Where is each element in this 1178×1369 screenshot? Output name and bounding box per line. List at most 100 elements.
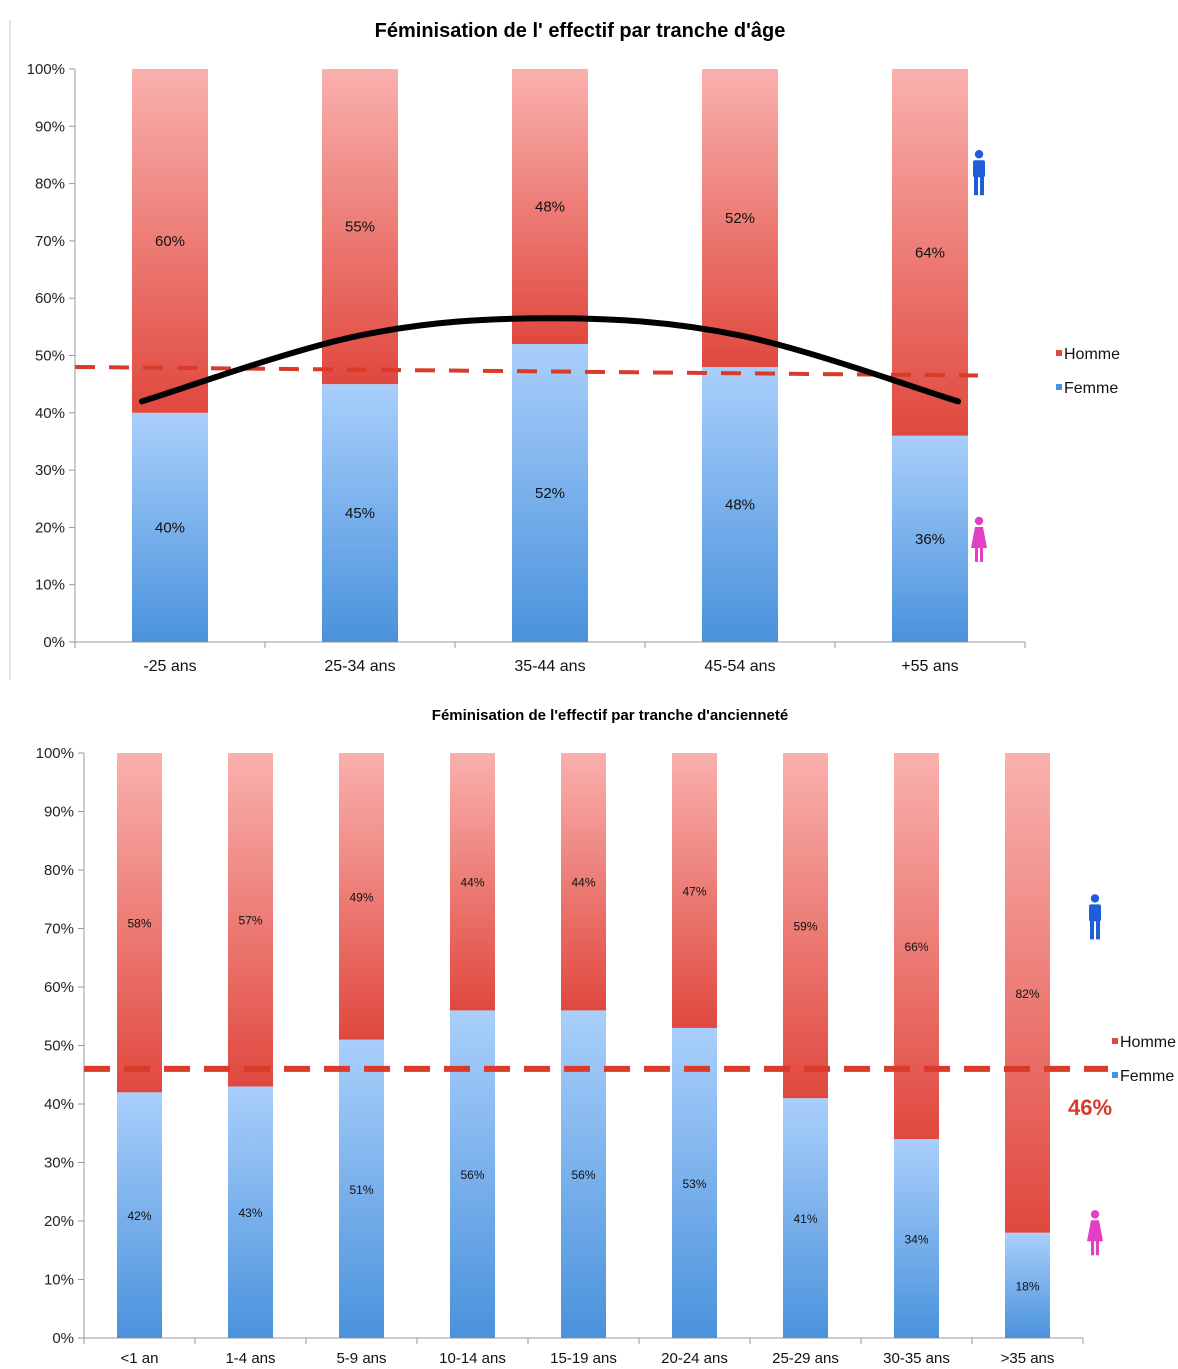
bar-femme [894, 1139, 939, 1338]
y-tick-label: 60% [35, 290, 65, 307]
y-tick-label: 50% [35, 348, 65, 365]
bar-homme [450, 753, 495, 1011]
bar-femme [339, 1039, 384, 1338]
bar-femme [561, 1010, 606, 1338]
legend-homme-swatch [1056, 350, 1062, 356]
bar-homme [672, 753, 717, 1028]
bar-homme [228, 753, 273, 1087]
y-tick-label: 90% [44, 804, 74, 821]
bar-femme [672, 1027, 717, 1338]
x-category-label: 45-54 ans [704, 658, 775, 675]
data-label-homme: 47% [682, 884, 706, 898]
y-tick-label: 20% [35, 519, 65, 536]
y-tick-label: 70% [35, 233, 65, 250]
data-label-femme: 53% [682, 1177, 706, 1191]
legend-homme: Homme [1056, 346, 1120, 363]
y-tick-label: 30% [44, 1155, 74, 1172]
man-icon-leg-left [974, 175, 978, 196]
x-category-label: +55 ans [901, 658, 958, 675]
woman-icon-dress [1087, 1220, 1103, 1242]
woman-icon-dress [971, 526, 987, 548]
data-label-femme: 18% [1015, 1279, 1039, 1293]
bar-homme [117, 753, 162, 1093]
y-tick-label: 70% [44, 921, 74, 938]
age-chart-title: Féminisation de l' effectif par tranche … [375, 20, 786, 42]
x-category-label: 15-19 ans [550, 1350, 617, 1367]
data-label-femme: 40% [155, 519, 185, 536]
x-category-label: 30-35 ans [883, 1350, 950, 1367]
seniority-chart-overlay: 46% [84, 1065, 1112, 1120]
seniority-chart-title: Féminisation de l'effectif par tranche d… [432, 707, 788, 724]
y-tick-label: 20% [44, 1213, 74, 1230]
man-icon-head [974, 150, 984, 159]
data-label-femme: 34% [904, 1233, 928, 1247]
bar-femme [1005, 1232, 1050, 1338]
bar-homme [132, 69, 208, 413]
y-tick-label: 10% [35, 577, 65, 594]
bar-femme [512, 344, 588, 642]
data-label-homme: 82% [1015, 987, 1039, 1001]
woman-icon [1087, 1210, 1103, 1256]
data-label-homme: 59% [793, 920, 817, 934]
seniority-chart-axes: 0% 10% 20% 30% 40% 50% 60% 70% 80% 90% 100% <1 an 1-… [36, 745, 1084, 1367]
data-label-homme: 64% [915, 244, 945, 261]
data-label-femme: 56% [460, 1168, 484, 1182]
bar-femme [450, 1010, 495, 1338]
bar-femme [783, 1098, 828, 1338]
bar-femme [132, 412, 208, 642]
y-tick-label: 50% [44, 1038, 74, 1055]
data-label-homme: 66% [904, 940, 928, 954]
data-label-femme: 48% [725, 496, 755, 513]
bar-homme [702, 69, 778, 367]
seniority-chart-legend: Homme Femme [1112, 1034, 1176, 1085]
data-label-homme: 57% [238, 914, 262, 928]
woman-icon [971, 516, 987, 562]
y-tick-label: 0% [52, 1330, 74, 1347]
bar-homme [339, 753, 384, 1040]
y-tick-label: 60% [44, 979, 74, 996]
legend-femme-swatch [1056, 384, 1062, 390]
data-label-homme: 58% [127, 917, 151, 931]
age-chart-icons [971, 150, 987, 562]
man-icon-leg-right [980, 175, 984, 196]
data-label-homme: 44% [571, 876, 595, 890]
y-tick-label: 40% [35, 405, 65, 422]
data-label-homme: 49% [349, 890, 373, 904]
x-category-label: 1-4 ans [225, 1350, 275, 1367]
woman-icon-leg-left [1091, 1240, 1094, 1256]
y-tick-label: 30% [35, 462, 65, 479]
y-tick-label: 80% [35, 176, 65, 193]
seniority-chart-bars [117, 753, 1050, 1338]
age-chart-legend: Homme Femme [1056, 346, 1120, 397]
legend-homme-label: Homme [1120, 1034, 1176, 1051]
legend-femme: Femme [1112, 1068, 1174, 1085]
data-label-homme: 48% [535, 199, 565, 216]
x-category-label: >35 ans [1001, 1350, 1055, 1367]
y-tick-label: 90% [35, 118, 65, 135]
average-reference-line [74, 364, 979, 378]
legend-homme: Homme [1112, 1034, 1176, 1051]
y-tick-label: 100% [27, 61, 65, 78]
data-label-homme: 55% [345, 219, 375, 236]
bar-femme [117, 1092, 162, 1338]
y-tick-label: 10% [44, 1272, 74, 1289]
data-label-femme: 52% [535, 485, 565, 502]
bar-femme [322, 384, 398, 642]
x-category-label: -25 ans [143, 658, 196, 675]
age-chart-axes: 0% 10% 20% 30% 40% 50% 60% 70% 80% 90% 100% -25 ans… [27, 61, 1026, 675]
woman-icon-leg-right [980, 546, 983, 562]
bar-femme [228, 1086, 273, 1338]
data-label-homme: 52% [725, 210, 755, 227]
x-category-label: 35-44 ans [514, 658, 585, 675]
x-category-label: 5-9 ans [336, 1350, 386, 1367]
x-category-label: 25-29 ans [772, 1350, 839, 1367]
y-tick-label: 0% [43, 634, 65, 651]
legend-femme-label: Femme [1064, 380, 1118, 397]
average-reference-label: 46% [1068, 1095, 1112, 1120]
bar-homme [1005, 753, 1050, 1233]
legend-femme: Femme [1056, 380, 1118, 397]
seniority-chart: Féminisation de l'effectif par tranche d… [36, 707, 1176, 1367]
bar-femme [702, 366, 778, 642]
woman-icon-leg-left [975, 546, 978, 562]
